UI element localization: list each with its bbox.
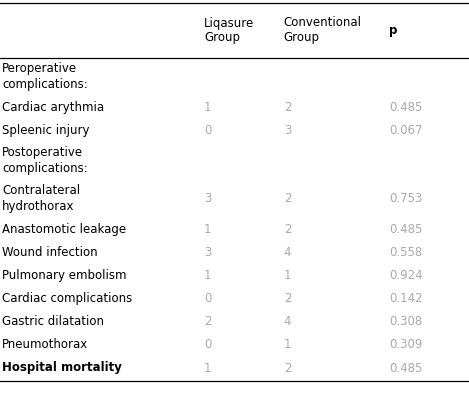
Text: 0: 0 [204,124,212,137]
Text: 1: 1 [204,362,212,375]
Text: 0.485: 0.485 [389,223,423,236]
Text: 0.309: 0.309 [389,338,423,351]
Text: 0: 0 [204,292,212,305]
Text: Pneumothorax: Pneumothorax [2,338,89,351]
Text: 1: 1 [284,269,291,282]
Text: Gastric dilatation: Gastric dilatation [2,315,104,328]
Text: Hospital mortality: Hospital mortality [2,362,122,375]
Text: 2: 2 [204,315,212,328]
Text: Contralateral
hydrothorax: Contralateral hydrothorax [2,184,81,213]
Text: 2: 2 [284,362,291,375]
Text: Conventional
Group: Conventional Group [284,17,362,45]
Text: Anastomotic leakage: Anastomotic leakage [2,223,127,236]
Text: Postoperative
complications:: Postoperative complications: [2,146,88,175]
Text: Peroperative
complications:: Peroperative complications: [2,62,88,91]
Text: Liqasure
Group: Liqasure Group [204,17,254,45]
Text: Cardiac arythmia: Cardiac arythmia [2,101,105,114]
Text: 0: 0 [204,338,212,351]
Text: 1: 1 [204,269,212,282]
Text: p: p [389,24,398,37]
Text: 0.485: 0.485 [389,101,423,114]
Text: Wound infection: Wound infection [2,246,98,259]
Text: Cardiac complications: Cardiac complications [2,292,133,305]
Text: 2: 2 [284,193,291,206]
Text: 0.067: 0.067 [389,124,423,137]
Text: 3: 3 [204,193,212,206]
Text: 2: 2 [284,101,291,114]
Text: 1: 1 [204,223,212,236]
Text: Pulmonary embolism: Pulmonary embolism [2,269,127,282]
Text: 0.142: 0.142 [389,292,423,305]
Text: 2: 2 [284,292,291,305]
Text: 0.558: 0.558 [389,246,423,259]
Text: 4: 4 [284,246,291,259]
Text: 0.924: 0.924 [389,269,423,282]
Text: Spleenic injury: Spleenic injury [2,124,90,137]
Text: 4: 4 [284,315,291,328]
Text: 1: 1 [284,338,291,351]
Text: 2: 2 [284,223,291,236]
Text: 1: 1 [204,101,212,114]
Text: 0.753: 0.753 [389,193,423,206]
Text: 3: 3 [204,246,212,259]
Text: 0.308: 0.308 [389,315,423,328]
Text: 0.485: 0.485 [389,362,423,375]
Text: 3: 3 [284,124,291,137]
